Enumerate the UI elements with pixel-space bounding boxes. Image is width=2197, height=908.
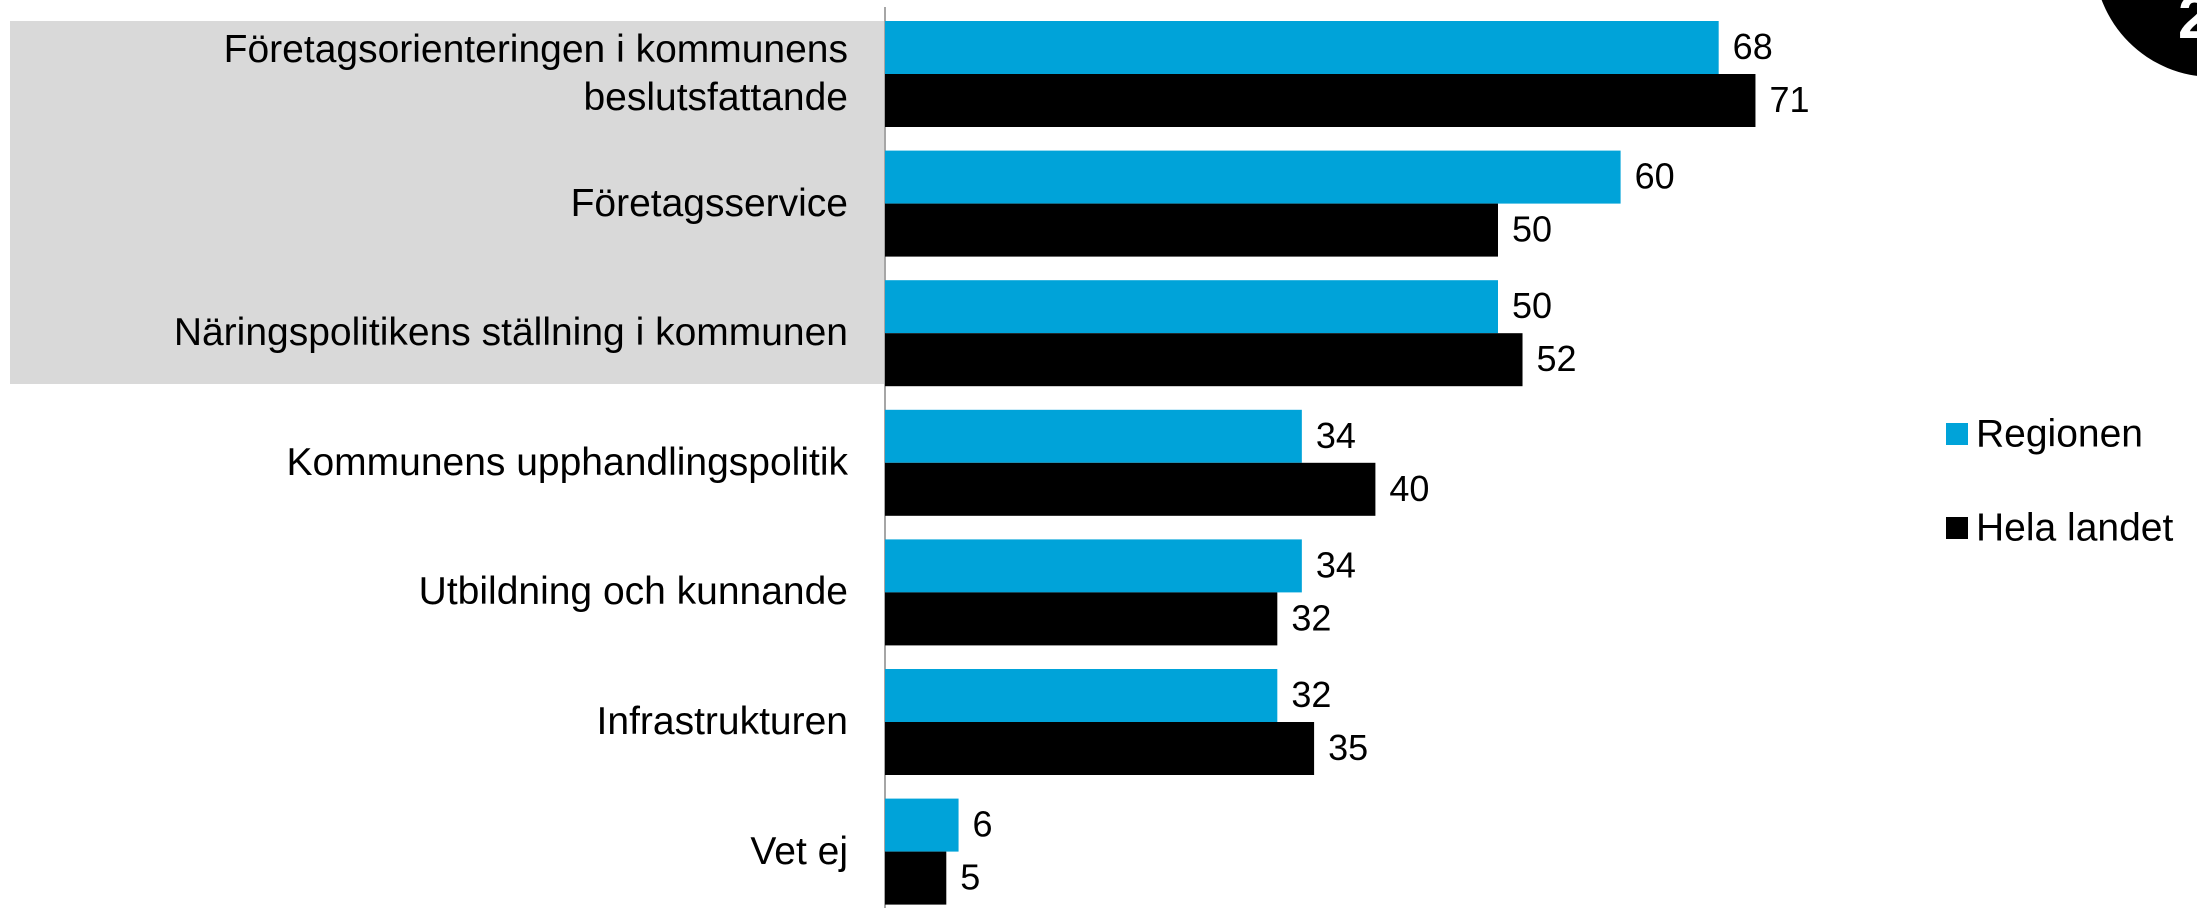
value-label: 50	[1512, 285, 1552, 326]
legend-swatch	[1946, 517, 1968, 539]
category-label: Kommunens upphandlingspolitik	[286, 440, 848, 484]
value-label: 40	[1389, 468, 1429, 509]
bar	[885, 409, 1302, 463]
bar	[885, 74, 1756, 127]
value-label: 71	[1769, 79, 1809, 120]
legend-label: Hela landet	[1976, 506, 2173, 549]
bar	[885, 280, 1498, 334]
legend-label: Regionen	[1976, 412, 2143, 455]
highlight-band	[10, 21, 885, 384]
legend-swatch	[1946, 423, 1968, 445]
value-label: 35	[1328, 727, 1368, 768]
bar	[885, 798, 959, 852]
bar	[885, 592, 1278, 646]
category-label: Infrastrukturen	[596, 700, 848, 743]
value-label: 32	[1291, 597, 1331, 638]
bar	[885, 722, 1315, 775]
bar	[885, 333, 1523, 387]
value-label: 68	[1733, 26, 1773, 67]
value-label: 52	[1537, 338, 1577, 379]
bar	[885, 669, 1278, 722]
value-label: 34	[1316, 544, 1356, 585]
value-label: 34	[1316, 415, 1356, 456]
category-label: Företagsorienteringen i kommunens beslut…	[223, 28, 848, 119]
badge	[2101, 0, 2197, 76]
bar	[885, 21, 1719, 74]
bar	[885, 539, 1302, 593]
category-label: Utbildning och kunnande	[418, 570, 848, 614]
value-label: 6	[973, 804, 993, 845]
category-label: Näringspolitikens ställning i kommunen	[173, 311, 848, 355]
category-label: Företagsservice	[570, 181, 848, 225]
value-label: 50	[1512, 209, 1552, 250]
badge-text: 2	[2178, 0, 2197, 51]
bar	[885, 203, 1498, 257]
bar	[885, 150, 1621, 204]
bar	[885, 851, 947, 905]
value-label: 5	[960, 857, 980, 898]
value-label: 60	[1635, 156, 1675, 197]
category-label: Vet ej	[750, 829, 848, 873]
bar	[885, 462, 1376, 516]
value-label: 32	[1291, 674, 1331, 715]
